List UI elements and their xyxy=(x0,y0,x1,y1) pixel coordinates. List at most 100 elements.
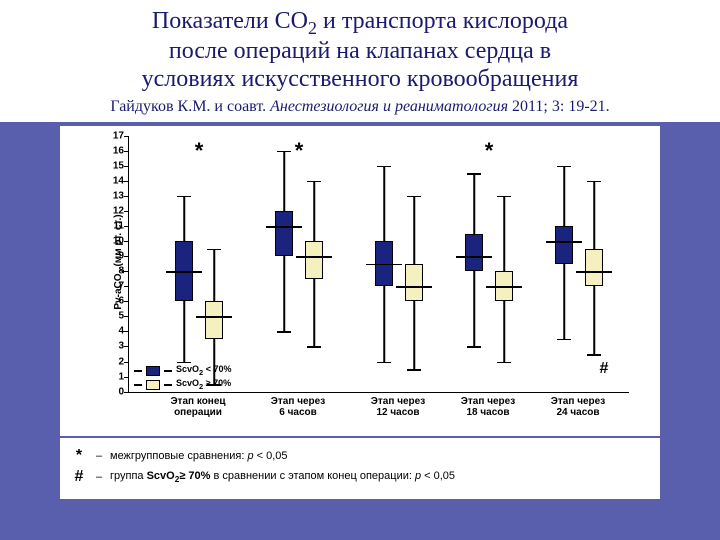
citation-tail: 2011; 3: 19-21. xyxy=(508,98,610,115)
ytick-label: 15 xyxy=(98,160,124,171)
ytick-label: 16 xyxy=(98,145,124,156)
ytick-label: 10 xyxy=(98,236,124,247)
ytick-label: 1 xyxy=(98,371,124,382)
whisker-cap xyxy=(467,173,481,175)
box xyxy=(465,234,483,272)
hash-text: группа ScvO2≥ 70% в сравнении с этапом к… xyxy=(110,470,455,484)
box xyxy=(305,241,323,279)
legend-swatch-1 xyxy=(146,366,160,376)
legend-label-1: ScvO2 < 70% xyxy=(176,364,231,377)
slide: Показатели СО2 и транспорта кислорода по… xyxy=(0,0,720,540)
ytick-label: 13 xyxy=(98,190,124,201)
median-line xyxy=(396,286,432,288)
star-a: межгрупповые сравнения: xyxy=(110,450,247,462)
star-symbol: * xyxy=(70,447,88,465)
title-part1: Показатели СО xyxy=(152,8,308,34)
median-line xyxy=(266,226,302,228)
xtick-label: Этап через24 часов xyxy=(533,396,623,418)
whisker-cap xyxy=(307,346,321,348)
title-part2: после операций на клапанах сердца в xyxy=(169,38,551,64)
significance-star: * xyxy=(295,138,304,164)
ytick-mark xyxy=(124,377,128,378)
median-line xyxy=(576,271,612,273)
box xyxy=(205,301,223,339)
ytick-mark xyxy=(124,346,128,347)
ytick-mark xyxy=(124,241,128,242)
chart-container: ***# Pv-aCO2 (мм рт. ст.) 01234567891011… xyxy=(60,126,660,436)
title-sub: 2 xyxy=(308,18,317,38)
boxplot-chart: ***# Pv-aCO2 (мм рт. ст.) 01234567891011… xyxy=(68,132,648,432)
legend-item-1: ScvO2 < 70% xyxy=(134,364,231,378)
whisker-cap xyxy=(587,354,601,356)
whisker-cap xyxy=(277,331,291,333)
ytick-label: 4 xyxy=(98,326,124,337)
xtick-label: Этап через6 часов xyxy=(253,396,343,418)
median-line xyxy=(296,256,332,258)
footnotes: * – межгрупповые сравнения: p < 0,05 # –… xyxy=(60,438,660,499)
median-line xyxy=(366,264,402,266)
hash-c: ≥ 70% xyxy=(179,470,210,482)
ytick-label: 2 xyxy=(98,356,124,367)
median-line xyxy=(196,316,232,318)
legend-swatch-2 xyxy=(146,380,160,390)
whisker-cap xyxy=(407,196,421,198)
hash-a: группа xyxy=(110,470,147,482)
ytick-label: 5 xyxy=(98,311,124,322)
whisker-cap xyxy=(557,166,571,168)
hash-b: ScvO xyxy=(147,470,175,482)
ytick-mark xyxy=(124,316,128,317)
citation: Гайдуков К.М. и соавт. Анестезиология и … xyxy=(20,98,700,116)
header: Показатели СО2 и транспорта кислорода по… xyxy=(0,0,720,122)
ytick-label: 0 xyxy=(98,386,124,397)
title-part3: условиях искусственного кровообращения xyxy=(142,66,579,92)
median-line xyxy=(456,256,492,258)
ytick-label: 7 xyxy=(98,281,124,292)
whisker-cap xyxy=(407,369,421,371)
ytick-mark xyxy=(124,362,128,363)
ytick-mark xyxy=(124,151,128,152)
xtick-label: Этап конецоперации xyxy=(153,396,243,418)
footnote-hash: # – группа ScvO2≥ 70% в сравнении с этап… xyxy=(70,468,650,486)
legend-line-icon xyxy=(134,370,142,372)
significance-star: * xyxy=(485,138,494,164)
whisker-cap xyxy=(377,362,391,364)
xtick-label: Этап через18 часов xyxy=(443,396,533,418)
whisker-cap xyxy=(177,196,191,198)
plot-area: ***# xyxy=(128,136,629,393)
ytick-label: 17 xyxy=(98,130,124,141)
star-text: межгрупповые сравнения: p < 0,05 xyxy=(110,450,288,462)
median-line xyxy=(486,286,522,288)
ytick-mark xyxy=(124,301,128,302)
legend-item-2: ScvO2 ≥ 70% xyxy=(134,378,231,392)
hash-symbol: # xyxy=(70,468,88,486)
ytick-mark xyxy=(124,211,128,212)
star-c: < 0,05 xyxy=(254,450,288,462)
citation-journal: Анестезиология и реаниматология xyxy=(270,98,508,115)
box xyxy=(585,249,603,287)
hash-f: < 0,05 xyxy=(421,470,455,482)
ytick-label: 11 xyxy=(98,221,124,232)
ytick-mark xyxy=(124,226,128,227)
legend: ScvO2 < 70%ScvO2 ≥ 70% xyxy=(134,364,231,392)
ytick-mark xyxy=(124,136,128,137)
whisker-cap xyxy=(377,166,391,168)
median-line xyxy=(546,241,582,243)
whisker-cap xyxy=(557,339,571,341)
hash-d: в сравнении с этапом конец операции: xyxy=(210,470,415,482)
box xyxy=(405,264,423,302)
ytick-mark xyxy=(124,271,128,272)
ytick-label: 12 xyxy=(98,205,124,216)
whisker-cap xyxy=(467,346,481,348)
title-part1b: и транспорта кислорода xyxy=(317,8,568,34)
significance-star: * xyxy=(195,138,204,164)
whisker-cap xyxy=(307,181,321,183)
ytick-mark xyxy=(124,331,128,332)
whisker-cap xyxy=(497,362,511,364)
box xyxy=(275,211,293,256)
dash2: – xyxy=(94,471,104,483)
whisker-cap xyxy=(587,181,601,183)
whisker-cap xyxy=(497,196,511,198)
whisker-cap xyxy=(277,151,291,153)
dash: – xyxy=(94,450,104,462)
box xyxy=(555,226,573,264)
